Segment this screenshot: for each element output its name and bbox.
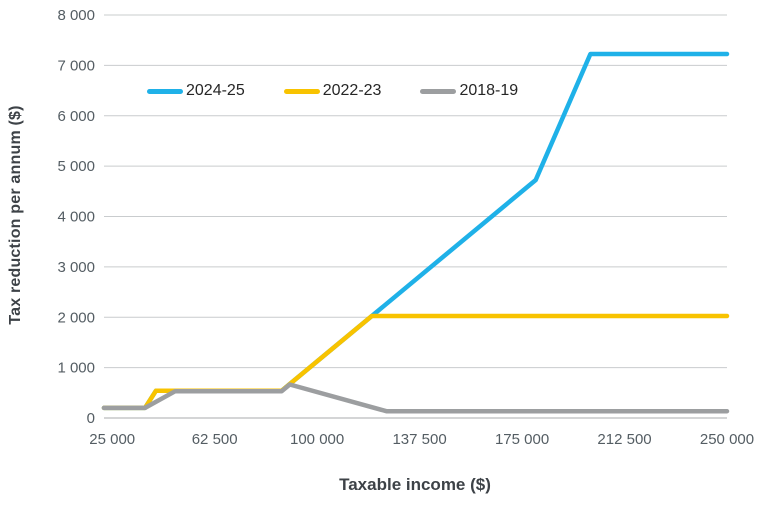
x-tick-label: 25 000 [89,431,135,448]
legend-swatch-icon [420,88,457,94]
y-tick-label: 6 000 [57,108,95,125]
x-tick-label: 175 000 [495,431,549,448]
legend-label: 2018-19 [459,82,519,99]
series-line-2018-19 [101,382,730,414]
x-tick-label: 100 000 [290,431,344,448]
legend-label: 2022-23 [322,82,382,99]
x-axis-title: Taxable income ($) [339,475,491,494]
x-tick-label: 250 000 [700,431,754,448]
legend: 2024-25 2022-23 2018-19 [147,81,518,101]
legend-item-2024-25: 2024-25 [147,81,245,101]
y-axis-title: Tax reduction per annum ($) [7,105,24,325]
y-tick-label: 8 000 [57,7,95,24]
y-tick-label: 7 000 [57,57,95,74]
y-tick-label: 4 000 [57,209,95,226]
series-line-2024-25 [101,51,730,411]
legend-item-2022-23: 2022-23 [283,81,382,101]
y-tick-label: 0 [87,410,95,427]
x-tick-label: 62 500 [192,431,238,448]
x-tick-label: 137 500 [392,431,446,448]
y-tick-label: 1 000 [57,360,95,377]
series-line-2022-23 [101,313,730,411]
y-tick-label: 3 000 [57,259,95,276]
x-tick-label: 212 500 [597,431,651,448]
legend-label: 2024-25 [186,82,245,99]
y-tick-label: 2 000 [57,309,95,326]
legend-swatch-icon [147,88,183,94]
legend-swatch-icon [283,88,320,94]
y-tick-label: 5 000 [57,158,95,175]
legend-item-2018-19: 2018-19 [420,81,518,101]
